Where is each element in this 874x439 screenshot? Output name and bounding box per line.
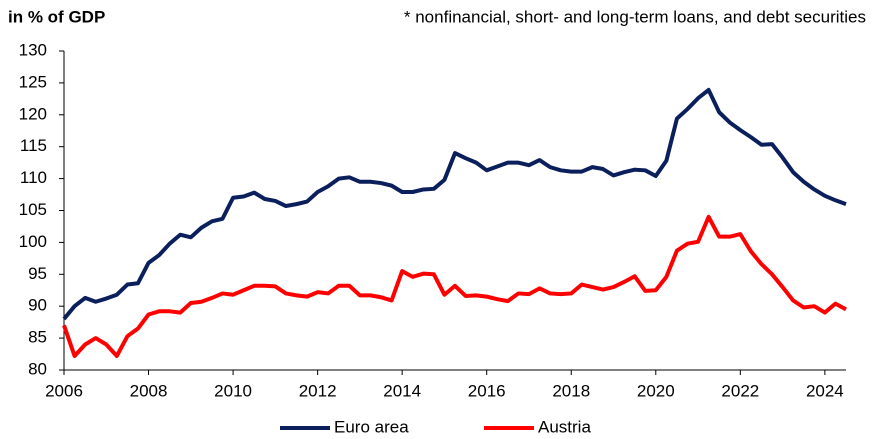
y-tick-label: 95 [28,264,47,283]
y-tick-label: 130 [19,40,47,59]
x-tick-label: 2010 [214,381,252,400]
x-tick-label: 2014 [383,381,421,400]
chart-subtitle: * nonfinancial, short- and long-term loa… [404,7,866,26]
y-tick-label: 120 [19,104,47,123]
line-series [62,214,847,358]
y-tick-label: 115 [20,136,47,155]
y-tick-label: 80 [28,359,47,378]
x-tick-label: 2020 [637,381,675,400]
legend-label: Euro area [334,417,409,436]
y-tick-label: 90 [28,296,47,315]
y-tick-label: 125 [19,72,47,91]
y-tick-label: 105 [19,200,47,219]
x-tick-label: 2008 [130,381,168,400]
x-tick-label: 2012 [299,381,337,400]
chart-title: in % of GDP [8,7,105,26]
line-series [62,87,847,321]
x-tick-label: 2024 [806,381,844,400]
legend-label: Austria [538,417,591,436]
x-tick-label: 2016 [468,381,506,400]
x-tick-label: 2018 [552,381,590,400]
x-tick-label: 2022 [721,381,759,400]
y-tick-label: 100 [19,232,47,251]
y-tick-label: 85 [28,328,47,347]
y-tick-label: 110 [20,168,47,187]
x-tick-label: 2006 [45,381,83,400]
